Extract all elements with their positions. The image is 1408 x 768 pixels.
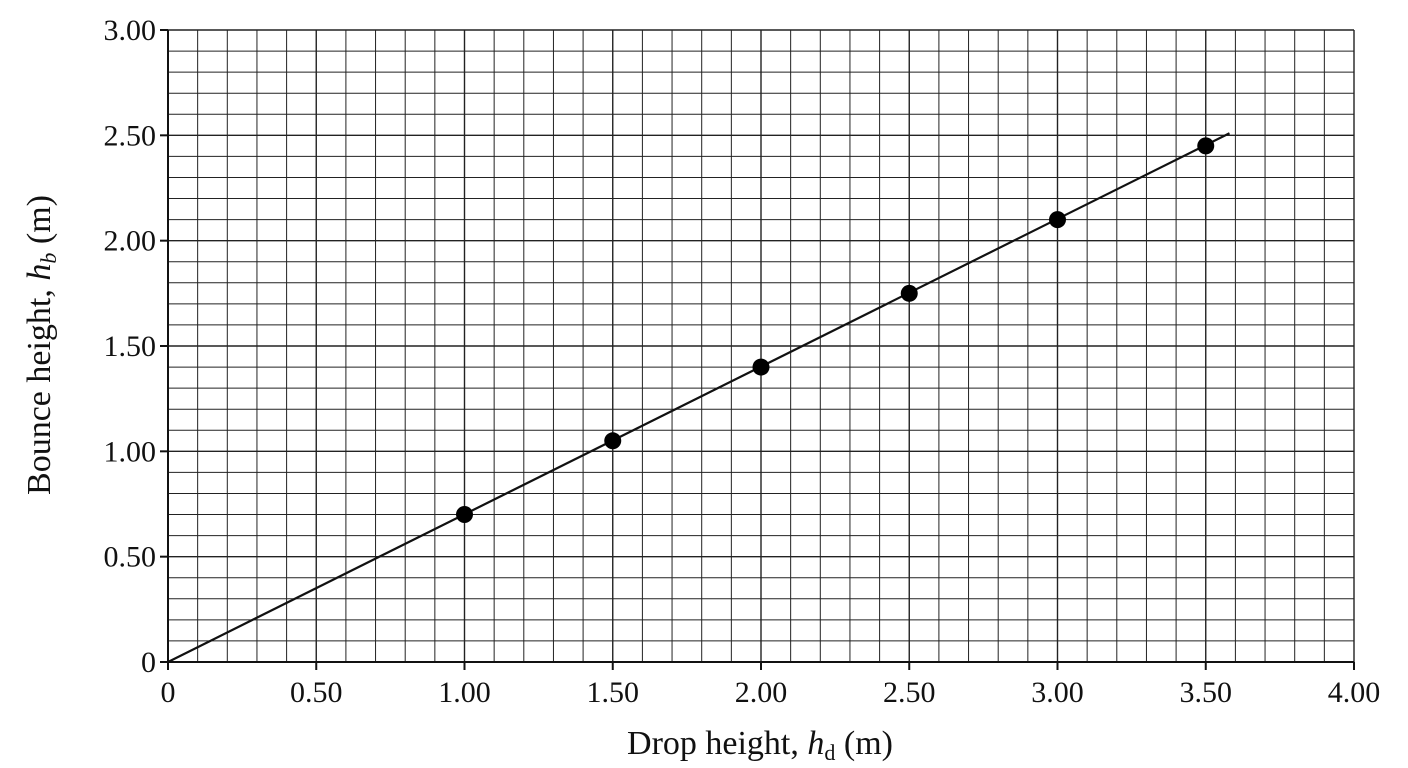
x-tick-label: 4.00 xyxy=(1328,676,1381,709)
x-tick-labels: 0 0.50 1.00 1.50 2.00 2.50 3.00 3.50 4.00 xyxy=(161,676,1381,709)
fit-line xyxy=(167,132,1230,663)
data-point xyxy=(900,284,918,302)
x-tick-label: 2.00 xyxy=(735,676,788,709)
best-fit-line xyxy=(167,132,1230,663)
data-point xyxy=(1197,137,1215,155)
y-tick-label: 3.00 xyxy=(104,14,157,47)
x-tick-label: 3.50 xyxy=(1180,676,1233,709)
y-tick-label: 2.00 xyxy=(104,225,157,258)
x-tick-label: 1.50 xyxy=(587,676,640,709)
y-tick-label: 0 xyxy=(141,646,156,679)
x-tick-label: 2.50 xyxy=(883,676,936,709)
axes xyxy=(160,29,1355,670)
y-axis-label: Bounce height, hb (m) xyxy=(21,195,61,495)
x-tick-label: 0.50 xyxy=(290,676,343,709)
y-tick-label: 1.50 xyxy=(104,330,157,363)
data-point xyxy=(752,358,770,376)
data-point xyxy=(456,506,473,524)
x-tick-label: 3.00 xyxy=(1031,676,1084,709)
y-tick-labels: 0 0.50 1.00 1.50 2.00 2.50 3.00 xyxy=(104,14,157,679)
x-tick-label: 1.00 xyxy=(438,676,491,709)
y-tick-label: 2.50 xyxy=(104,119,157,152)
x-tick-label: 0 xyxy=(161,676,176,709)
y-tick-label: 1.00 xyxy=(104,435,157,468)
data-points xyxy=(456,137,1215,524)
x-axis-label: Drop height, hd (m) xyxy=(627,725,893,765)
grid xyxy=(167,29,1355,663)
y-tick-label: 0.50 xyxy=(104,541,157,574)
data-point xyxy=(604,432,622,450)
data-point xyxy=(1049,211,1066,229)
